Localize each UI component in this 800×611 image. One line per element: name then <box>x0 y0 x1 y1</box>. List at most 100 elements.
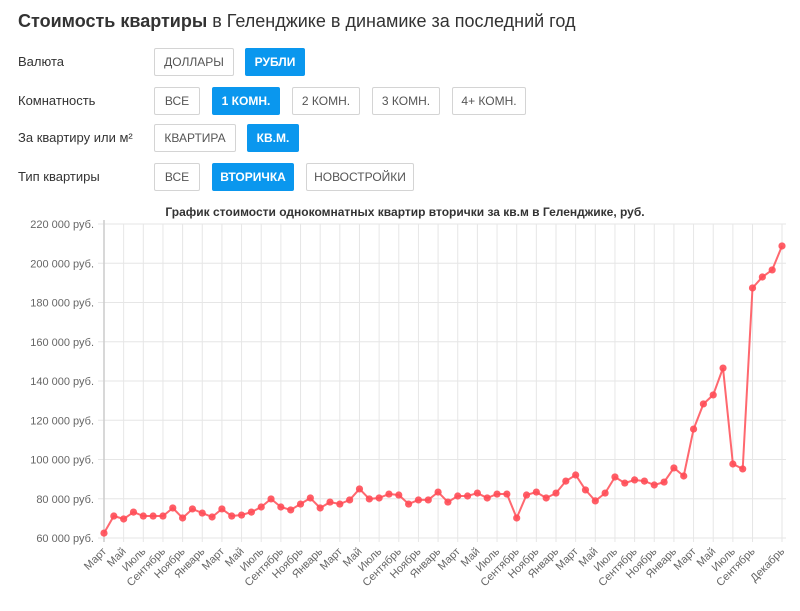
data-point[interactable] <box>513 514 521 522</box>
filter-option-button[interactable]: ВСЕ <box>154 163 200 191</box>
data-point[interactable] <box>572 471 580 479</box>
data-point[interactable] <box>601 489 609 497</box>
data-point[interactable] <box>365 495 373 503</box>
x-tick-label: Март <box>200 546 227 573</box>
filter-option-button[interactable]: КВ.М. <box>247 124 299 152</box>
y-tick-label: 100 000 руб. <box>30 455 94 467</box>
data-point[interactable] <box>375 494 383 502</box>
data-point[interactable] <box>100 529 108 537</box>
chart-title: График стоимости однокомнатных квартир в… <box>165 205 645 219</box>
data-point[interactable] <box>405 500 413 508</box>
data-point[interactable] <box>542 494 550 502</box>
data-point[interactable] <box>169 504 177 512</box>
data-point[interactable] <box>660 478 668 486</box>
data-point[interactable] <box>503 490 511 498</box>
data-point[interactable] <box>591 497 599 505</box>
y-tick-label: 160 000 руб. <box>30 337 94 349</box>
data-point[interactable] <box>355 485 364 493</box>
data-point[interactable] <box>208 513 216 521</box>
page-title-rest: в Геленджике в динамике за последний год <box>207 11 576 31</box>
data-point[interactable] <box>277 503 285 511</box>
filter-option-button[interactable]: 4+ КОМН. <box>452 87 526 115</box>
data-point[interactable] <box>139 512 147 520</box>
data-point[interactable] <box>739 465 747 473</box>
data-point[interactable] <box>699 400 707 408</box>
data-point[interactable] <box>640 477 649 485</box>
data-point[interactable] <box>316 504 324 512</box>
data-point[interactable] <box>267 495 275 503</box>
data-point[interactable] <box>493 490 501 498</box>
data-point[interactable] <box>179 514 187 522</box>
data-point[interactable] <box>198 509 206 517</box>
data-point[interactable] <box>522 491 531 499</box>
data-point[interactable] <box>581 486 590 494</box>
data-point[interactable] <box>159 512 167 520</box>
data-point[interactable] <box>247 508 255 516</box>
filter-option-button[interactable]: ДОЛЛАРЫ <box>154 48 234 76</box>
data-point[interactable] <box>414 496 423 504</box>
filter-label: Комнатность <box>18 93 96 108</box>
data-point[interactable] <box>129 508 138 516</box>
y-tick-label: 60 000 руб. <box>36 533 94 545</box>
data-point[interactable] <box>768 266 776 274</box>
data-point[interactable] <box>778 242 786 250</box>
data-point[interactable] <box>237 511 246 519</box>
data-point[interactable] <box>296 500 305 508</box>
data-point[interactable] <box>532 488 540 496</box>
filter-option-button[interactable]: ВСЕ <box>154 87 200 115</box>
y-tick-label: 120 000 руб. <box>30 415 94 427</box>
filter-option-button[interactable]: 2 КОМН. <box>292 87 360 115</box>
filter-option-button[interactable]: РУБЛИ <box>245 48 305 76</box>
data-point[interactable] <box>709 391 717 399</box>
filter-option-button[interactable]: ВТОРИЧКА <box>212 163 294 191</box>
y-tick-label: 140 000 руб. <box>30 376 94 388</box>
data-point[interactable] <box>670 464 678 472</box>
y-tick-label: 80 000 руб. <box>36 494 94 506</box>
data-point[interactable] <box>689 425 698 433</box>
data-point[interactable] <box>287 506 295 514</box>
data-point[interactable] <box>424 496 432 504</box>
y-tick-label: 200 000 руб. <box>30 258 94 270</box>
data-point[interactable] <box>306 494 314 502</box>
data-point[interactable] <box>680 472 688 480</box>
data-point[interactable] <box>729 460 737 468</box>
data-point[interactable] <box>454 492 462 500</box>
data-point[interactable] <box>110 512 118 520</box>
filter-label: За квартиру или м² <box>18 130 133 145</box>
filter-label: Валюта <box>18 54 64 69</box>
data-point[interactable] <box>346 496 354 504</box>
data-point[interactable] <box>434 488 442 496</box>
data-point[interactable] <box>228 512 236 520</box>
data-point[interactable] <box>120 515 128 523</box>
data-point[interactable] <box>257 503 265 511</box>
data-point[interactable] <box>748 284 757 292</box>
data-point[interactable] <box>562 477 570 485</box>
filter-option-button[interactable]: 3 КОМН. <box>372 87 440 115</box>
data-point[interactable] <box>631 476 639 484</box>
page-title-bold: Стоимость квартиры <box>18 11 208 31</box>
filter-option-button[interactable]: 1 КОМН. <box>212 87 280 115</box>
data-point[interactable] <box>650 481 658 489</box>
data-point[interactable] <box>336 500 344 508</box>
data-point[interactable] <box>463 492 472 500</box>
data-point[interactable] <box>218 505 226 513</box>
data-point[interactable] <box>326 498 334 506</box>
x-tick-label: Март <box>436 546 463 573</box>
data-point[interactable] <box>395 491 403 499</box>
data-point[interactable] <box>552 489 560 497</box>
data-point[interactable] <box>611 473 619 481</box>
data-point[interactable] <box>483 494 491 502</box>
data-point[interactable] <box>149 512 157 520</box>
data-point[interactable] <box>188 505 197 513</box>
data-point[interactable] <box>621 479 629 487</box>
page-title: Стоимость квартиры в Геленджике в динами… <box>18 11 575 32</box>
y-tick-label: 220 000 руб. <box>30 219 94 231</box>
x-tick-label: Март <box>82 546 109 573</box>
data-point[interactable] <box>385 490 393 498</box>
data-point[interactable] <box>719 364 727 372</box>
filter-option-button[interactable]: НОВОСТРОЙКИ <box>306 163 414 191</box>
data-point[interactable] <box>473 489 481 497</box>
filter-option-button[interactable]: КВАРТИРА <box>154 124 236 152</box>
data-point[interactable] <box>758 273 766 281</box>
data-point[interactable] <box>444 498 452 506</box>
